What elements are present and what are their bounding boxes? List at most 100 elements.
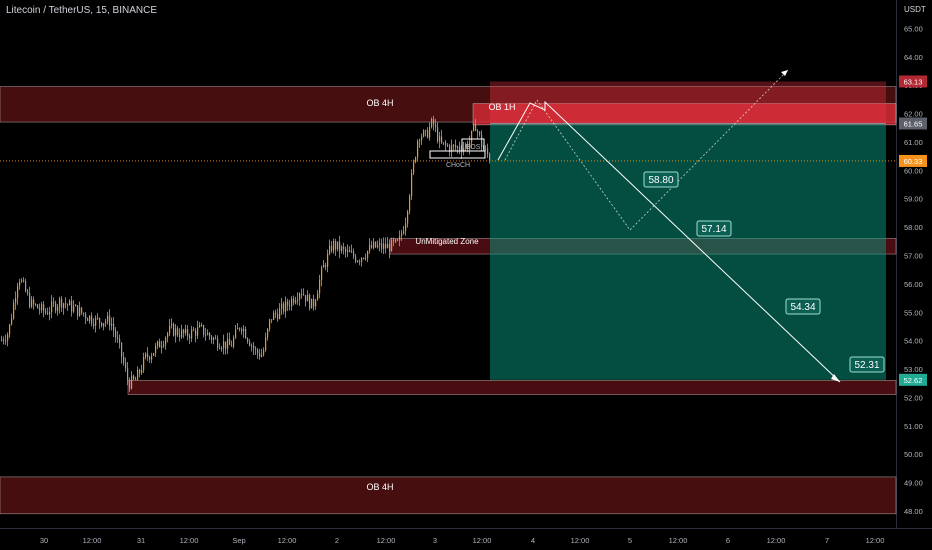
candle-body bbox=[479, 131, 481, 135]
candle-body bbox=[349, 250, 351, 253]
candle-body bbox=[39, 308, 41, 310]
candle-body bbox=[371, 245, 373, 248]
candle-body bbox=[205, 334, 207, 336]
candle-body bbox=[303, 294, 305, 296]
candle-body bbox=[163, 344, 165, 346]
candle-body bbox=[145, 353, 147, 358]
x-tick-label: 7 bbox=[825, 536, 829, 545]
candle-body bbox=[361, 257, 363, 262]
candle-body bbox=[489, 154, 491, 161]
candle-body bbox=[99, 318, 101, 323]
candle-body bbox=[161, 345, 163, 348]
candle-body bbox=[89, 315, 91, 321]
candle-body bbox=[311, 298, 313, 309]
candle-body bbox=[263, 350, 265, 355]
candle-body bbox=[155, 346, 157, 354]
candle-body bbox=[85, 314, 87, 319]
candle-body bbox=[65, 303, 67, 305]
candle-body bbox=[423, 130, 425, 137]
candle-body bbox=[333, 240, 335, 251]
candle-body bbox=[117, 337, 119, 339]
candle-body bbox=[61, 298, 63, 308]
candle-body bbox=[235, 329, 237, 338]
x-tick-label: 12:00 bbox=[473, 536, 492, 545]
price-badge-label-3: 52.62 bbox=[904, 376, 923, 385]
y-tick-label: 58.00 bbox=[904, 223, 923, 232]
candle-body bbox=[415, 157, 417, 162]
symbol-title: Litecoin / TetherUS, 15, BINANCE bbox=[6, 5, 157, 16]
candle-body bbox=[1, 339, 3, 341]
candle-body bbox=[79, 307, 81, 316]
y-tick-label: 62.00 bbox=[904, 110, 923, 119]
candle-body bbox=[123, 356, 125, 364]
candle-body bbox=[319, 279, 321, 294]
stop-loss-box bbox=[490, 81, 886, 124]
candle-body bbox=[177, 328, 179, 335]
candle-body bbox=[181, 329, 183, 338]
candle-body bbox=[441, 136, 443, 143]
y-tick-label: 59.00 bbox=[904, 195, 923, 204]
candle-body bbox=[31, 299, 33, 307]
candle-body bbox=[217, 338, 219, 348]
candle-body bbox=[101, 322, 103, 327]
candle-body bbox=[171, 323, 173, 326]
candle-body bbox=[351, 251, 353, 253]
candle-body bbox=[401, 233, 403, 237]
candle-body bbox=[355, 256, 357, 262]
y-tick-label: 60.00 bbox=[904, 166, 923, 175]
candle-body bbox=[389, 243, 391, 252]
candle-body bbox=[81, 307, 83, 313]
candle-body bbox=[51, 301, 53, 313]
label-58-80-box bbox=[643, 171, 679, 188]
candle-body bbox=[473, 124, 475, 131]
candle-body bbox=[463, 147, 465, 153]
x-tick-label: Sep bbox=[232, 536, 245, 545]
candle-body bbox=[57, 306, 59, 311]
candle-body bbox=[279, 308, 281, 319]
y-tick-label: 53.00 bbox=[904, 365, 923, 374]
candle-body bbox=[173, 323, 175, 336]
candle-body bbox=[71, 300, 73, 312]
candle-body bbox=[13, 302, 15, 319]
label-52-31: 52.31 bbox=[854, 360, 879, 371]
y-tick-label: 64.00 bbox=[904, 53, 923, 62]
y-tick-label: 57.00 bbox=[904, 251, 923, 260]
candle-body bbox=[261, 354, 263, 357]
candle-body bbox=[53, 301, 55, 304]
price-badge-label-1: 61.65 bbox=[904, 119, 923, 128]
x-tick-label: 30 bbox=[40, 536, 48, 545]
candle-body bbox=[465, 144, 467, 148]
y-tick-label: 54.00 bbox=[904, 337, 923, 346]
candle-body bbox=[433, 118, 435, 125]
candle-body bbox=[379, 243, 381, 246]
candle-body bbox=[121, 342, 123, 357]
candle-body bbox=[457, 146, 459, 148]
price-badge-label-2: 60.33 bbox=[904, 157, 923, 166]
candle-body bbox=[467, 144, 469, 150]
choch-box bbox=[429, 150, 486, 159]
candle-body bbox=[113, 323, 115, 331]
take-profit-box bbox=[490, 123, 886, 380]
candle-body bbox=[321, 267, 323, 280]
x-tick-label: 12:00 bbox=[866, 536, 885, 545]
candle-body bbox=[17, 285, 19, 299]
candle-body bbox=[295, 300, 297, 303]
x-tick-label: 2 bbox=[335, 536, 339, 545]
candle-body bbox=[383, 243, 385, 249]
candle-body bbox=[109, 315, 111, 326]
candle-body bbox=[3, 339, 5, 341]
zone-label-unmitigated: UnMitigated Zone bbox=[415, 237, 479, 246]
candle-body bbox=[143, 357, 145, 371]
candle-body bbox=[271, 319, 273, 321]
x-tick-label: 12:00 bbox=[180, 536, 199, 545]
candle-body bbox=[47, 312, 49, 315]
candle-body bbox=[305, 295, 307, 302]
bos-label: BOS bbox=[466, 144, 481, 151]
candle-body bbox=[37, 304, 39, 309]
candle-body bbox=[331, 245, 333, 251]
candle-body bbox=[111, 323, 113, 326]
candle-body bbox=[265, 337, 267, 351]
candle-body bbox=[45, 311, 47, 313]
candle-body bbox=[207, 333, 209, 336]
